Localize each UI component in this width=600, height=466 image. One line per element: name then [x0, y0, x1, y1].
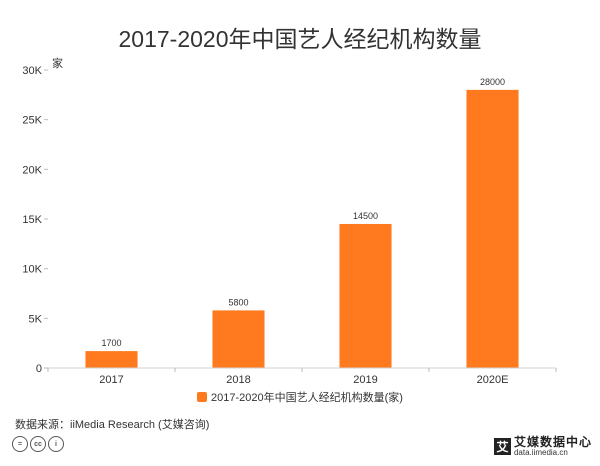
brand-logo-icon: 艾: [493, 438, 511, 455]
bar-value-label: 1700: [101, 338, 121, 348]
x-tick-label: 2017: [99, 374, 123, 386]
y-tick-label: 15K: [22, 214, 42, 226]
x-tick-label: 2019: [353, 374, 377, 386]
y-axis: 0 5K 10K 15K 20K 25K 30K: [22, 65, 48, 375]
no-derivatives-icon: =: [12, 436, 28, 452]
y-tick-label: 25K: [22, 115, 42, 127]
bar: [212, 310, 265, 368]
bar: [85, 351, 138, 368]
brand-name: 艾媒数据中心: [513, 435, 592, 449]
source-note: 数据来源：iiMedia Research (艾媒咨询): [15, 419, 210, 431]
legend-swatch: [197, 392, 208, 402]
y-tick-label: 20K: [22, 164, 42, 176]
brand-url: data.iimedia.cn: [513, 448, 568, 457]
bar: [339, 223, 392, 368]
y-tick-label: 30K: [22, 65, 42, 77]
bar-value-label: 28000: [480, 77, 505, 87]
y-tick-label: 5K: [29, 313, 43, 325]
chart-title: 2017-2020年中国艺人经纪机构数量: [118, 26, 482, 52]
bar-value-label: 5800: [228, 297, 248, 307]
y-tick-label: 0: [36, 363, 42, 375]
brand-logo-block: 艾 艾媒数据中心 data.iimedia.cn: [493, 435, 592, 457]
legend-label: 2017-2020年中国艺人经纪机构数量(家): [211, 392, 403, 404]
x-axis: 2017 2018 2019 2020E: [47, 368, 557, 386]
license-icons: = cc i: [12, 436, 64, 452]
creative-commons-icon: cc: [30, 436, 46, 452]
y-axis-unit-label: 家: [52, 56, 63, 70]
y-tick-label: 10K: [22, 264, 42, 276]
data-labels: 1700 5800 14500 28000: [101, 77, 505, 348]
attribution-icon: i: [48, 436, 64, 452]
bar-value-label: 14500: [353, 211, 378, 221]
x-tick-label: 2018: [226, 374, 250, 386]
bar: [466, 89, 519, 368]
bars: [85, 89, 519, 368]
x-tick-label: 2020E: [477, 374, 509, 386]
legend: 2017-2020年中国艺人经纪机构数量(家): [0, 389, 600, 405]
